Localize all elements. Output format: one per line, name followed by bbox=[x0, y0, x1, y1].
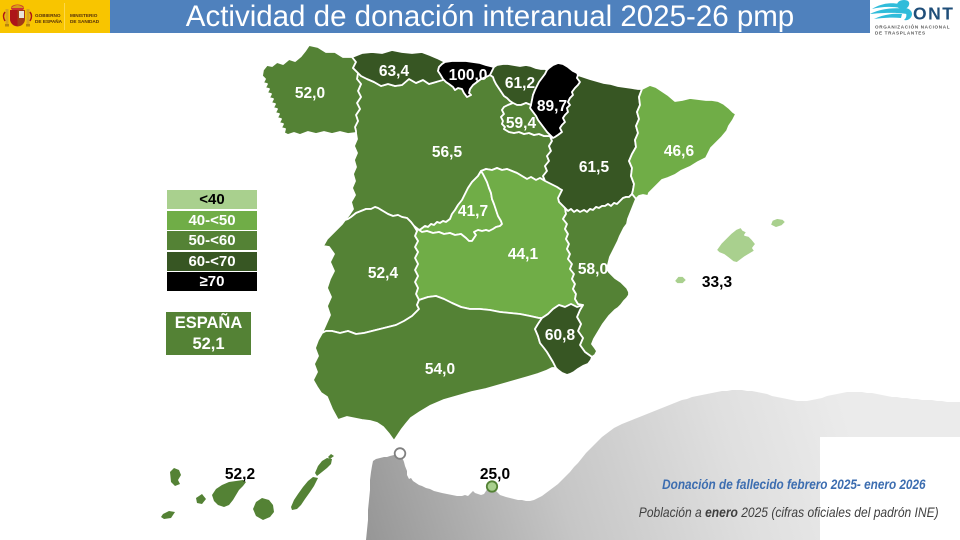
svg-text:60,8: 60,8 bbox=[545, 327, 576, 344]
svg-text:DE TRASPLANTES: DE TRASPLANTES bbox=[875, 31, 926, 36]
svg-text:52,2: 52,2 bbox=[225, 466, 255, 483]
svg-text:ORGANIZACIÓN NACIONAL: ORGANIZACIÓN NACIONAL bbox=[875, 23, 950, 30]
svg-text:GOBIERNO: GOBIERNO bbox=[35, 13, 61, 18]
svg-text:89,7: 89,7 bbox=[537, 98, 567, 115]
svg-text:56,5: 56,5 bbox=[432, 144, 463, 161]
svg-text:46,6: 46,6 bbox=[664, 143, 695, 160]
svg-text:100,0: 100,0 bbox=[449, 67, 488, 84]
svg-text:44,1: 44,1 bbox=[508, 246, 539, 263]
svg-text:41,7: 41,7 bbox=[458, 203, 488, 220]
svg-text:63,4: 63,4 bbox=[379, 63, 410, 80]
svg-text:DE SANIDAD: DE SANIDAD bbox=[70, 19, 100, 24]
svg-text:61,5: 61,5 bbox=[579, 159, 610, 176]
svg-text:54,0: 54,0 bbox=[425, 361, 455, 378]
svg-text:DE ESPAÑA: DE ESPAÑA bbox=[35, 18, 63, 24]
svg-text:58,0: 58,0 bbox=[578, 261, 608, 278]
svg-text:ONT: ONT bbox=[913, 4, 954, 24]
svg-text:33,3: 33,3 bbox=[702, 274, 733, 291]
svg-text:61,2: 61,2 bbox=[505, 75, 535, 92]
svg-text:52,4: 52,4 bbox=[368, 265, 399, 282]
svg-text:59,4: 59,4 bbox=[506, 115, 537, 132]
svg-text:MINISTERIO: MINISTERIO bbox=[70, 13, 98, 18]
svg-text:52,0: 52,0 bbox=[295, 85, 325, 102]
svg-text:25,0: 25,0 bbox=[480, 466, 510, 483]
